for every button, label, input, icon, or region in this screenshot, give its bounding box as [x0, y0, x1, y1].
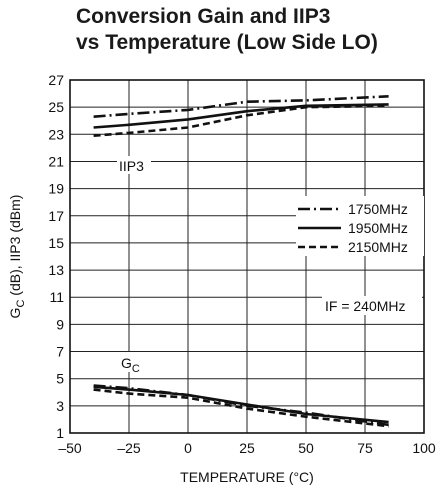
- x-tick-label: –25: [117, 440, 141, 456]
- y-label-rest: (dB), IIP3 (dBm): [7, 195, 23, 300]
- iip3-series-label: IIP3: [119, 158, 144, 174]
- grid: [69, 79, 425, 434]
- gc-series-label: GC: [121, 355, 140, 375]
- series-line-iip3-1950mhz: [93, 103, 389, 129]
- y-tick-label: 17: [48, 208, 64, 224]
- x-tick-label: 50: [298, 440, 314, 456]
- gc-label-main: G: [121, 355, 132, 371]
- chart-title-line-2: vs Temperature (Low Side LO): [76, 31, 378, 54]
- y-tick-label: 27: [48, 72, 64, 88]
- gc-label-sub: C: [132, 363, 140, 375]
- y-label-main: G: [7, 308, 23, 319]
- x-tick-label: 100: [412, 440, 436, 456]
- y-tick-label: 3: [56, 398, 64, 414]
- series-line-gc-2150mhz: [93, 388, 389, 428]
- gc-label-bg: [117, 352, 145, 372]
- y-axis-label: GC (dB), IIP3 (dBm): [7, 195, 27, 319]
- y-tick-label: 15: [48, 235, 64, 251]
- series-line-iip3-2150mhz: [93, 104, 389, 137]
- legend-background: [296, 196, 424, 256]
- series-line-gc-1950mhz: [93, 385, 389, 424]
- y-tick-label: 13: [48, 262, 64, 278]
- y-tick-label: 23: [48, 126, 64, 142]
- y-tick-label: 9: [56, 316, 64, 332]
- y-tick-label: 21: [48, 153, 64, 169]
- y-tick-label: 19: [48, 181, 64, 197]
- x-tick-label: –50: [58, 440, 82, 456]
- series-lines: [93, 95, 389, 428]
- legend-label-1750mhz: 1750MHz: [348, 201, 408, 217]
- x-tick-label: 75: [357, 440, 373, 456]
- x-tick-label: 0: [184, 440, 192, 456]
- x-tick-label: 25: [239, 440, 255, 456]
- y-tick-label: 5: [56, 371, 64, 387]
- chart-title-line-1: Conversion Gain and IIP3: [76, 5, 331, 28]
- y-tick-label: 25: [48, 99, 64, 115]
- legend-label-2150mhz: 2150MHz: [348, 239, 408, 255]
- plot-frame: [69, 79, 425, 434]
- if-frequency-label: IF = 240MHz: [325, 298, 406, 314]
- y-tick-label: 7: [56, 344, 64, 360]
- series-line-iip3-1750mhz: [93, 95, 389, 118]
- y-label-sub: C: [15, 300, 27, 308]
- y-tick-label: 11: [49, 289, 64, 305]
- annotations: IIP3 IF = 240MHz GC: [117, 156, 422, 375]
- y-tick-label: 1: [56, 425, 64, 441]
- iip3-label-bg: [117, 156, 151, 174]
- legend-label-1950mhz: 1950MHz: [348, 220, 408, 236]
- if-label-bg: [322, 296, 422, 315]
- legend: 1750MHz 1950MHz 2150MHz: [296, 196, 424, 256]
- x-axis-label: TEMPERATURE (°C): [180, 469, 314, 485]
